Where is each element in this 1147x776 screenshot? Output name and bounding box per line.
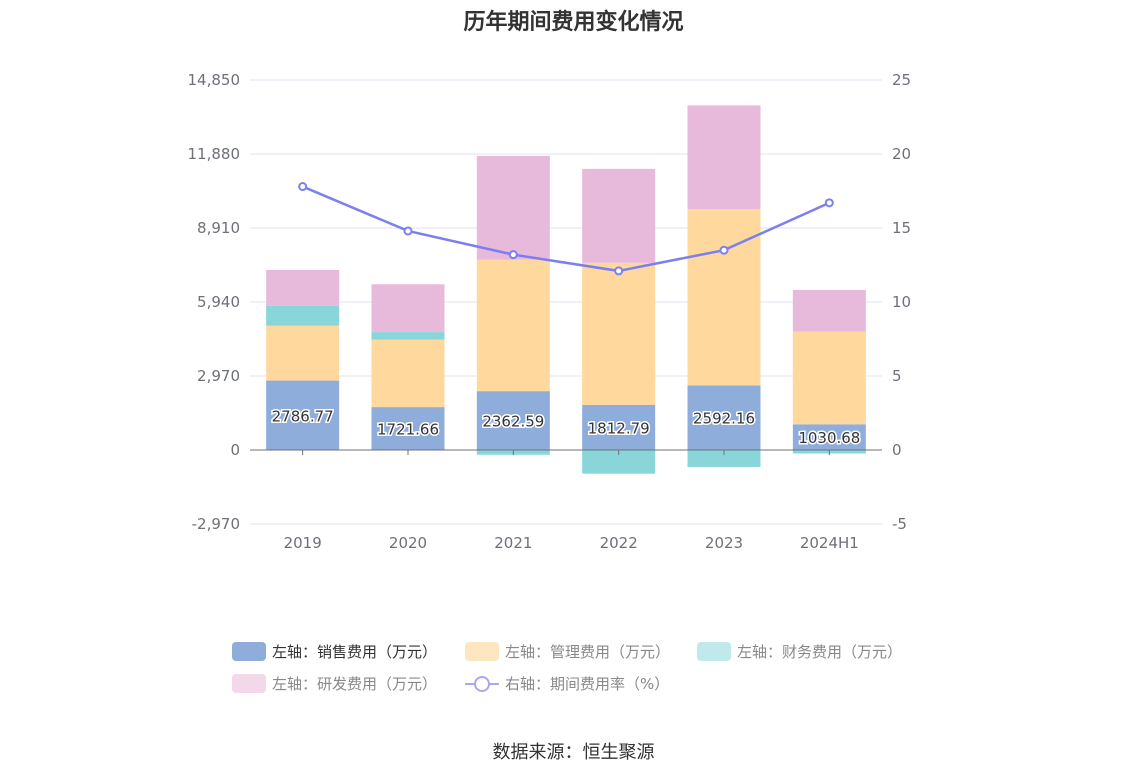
legend-swatch-sales [232,642,266,661]
source-note: 数据来源：恒生聚源 [492,742,655,763]
rate-point [614,266,624,276]
bar-segment [792,290,866,332]
left-tick-label: 2,970 [197,367,240,385]
rate-point [298,182,308,192]
bar-segment [266,305,340,326]
left-tick-label: 8,910 [197,219,240,237]
bar-data-label: 1812.79 [588,419,650,437]
right-tick-label: 5 [892,367,902,385]
bar-segment [266,380,340,450]
left-tick-label: 11,880 [188,145,241,163]
bar-segment [582,404,656,450]
bar-segment [582,168,656,263]
legend-label-finance: 左轴：财务费用（万元） [737,643,903,661]
bar-layer [266,105,866,474]
bar-segment [371,339,445,408]
legend-item-rd[interactable]: 左轴：研发费用（万元） [232,673,437,694]
grid-layer [250,79,882,525]
line-layer [298,182,834,276]
bar-segment [266,269,340,306]
legend-item-rate[interactable]: 右轴：期间费用率（%） [465,673,669,694]
x-category-label: 2024H1 [800,534,859,552]
bar-segment [687,105,761,210]
right-tick-label: 25 [892,71,911,89]
bar-segment [371,284,445,333]
bar-segment [792,331,866,425]
bar-data-label: 1030.68 [798,429,860,447]
x-category-label: 2022 [600,534,638,552]
rate-point [508,250,518,260]
rate-point [824,198,834,208]
x-category-label: 2021 [494,534,532,552]
left-tick-label: -2,970 [192,515,240,533]
bar-data-label: 2786.77 [272,407,334,425]
bar-segment [687,450,761,467]
rate-line [302,185,830,273]
legend-swatch-finance [697,642,731,661]
left-tick-label: 0 [230,441,240,459]
x-category-label: 2020 [389,534,427,552]
left-tick-label: 14,850 [188,71,241,89]
x-category-label: 2019 [284,534,322,552]
bar-segment [476,391,550,450]
bar-segment [476,259,550,392]
bar-segment [476,155,550,260]
bar-data-label: 2362.59 [482,413,544,431]
right-tick-label: -5 [892,515,907,533]
chart-title: 历年期间费用变化情况 [463,10,684,35]
axis-layer: 14,850 25 11,880 20 8,910 15 5,940 10 2,970 5 0 0 -2… [188,71,912,552]
legend-label-rate: 右轴：期间费用率（%） [505,675,670,693]
label-layer: 2786.77 1721.66 2362.59 1812.79 2592.16 1030.… [270,406,862,449]
right-tick-label: 0 [892,441,902,459]
legend-label-admin: 左轴：管理费用（万元） [505,643,671,661]
legend-item-finance[interactable]: 左轴：财务费用（万元） [697,641,902,662]
bar-segment [582,262,656,405]
bar-segment [371,332,445,340]
bar-segment [582,450,656,474]
bar-data-label: 1721.66 [377,421,439,439]
x-category-label: 2023 [705,534,743,552]
legend-swatch-rate [465,674,499,693]
legend-item-admin[interactable]: 左轴：管理费用（万元） [465,641,670,662]
legend-swatch-admin [465,642,499,661]
right-tick-label: 10 [892,293,911,311]
right-tick-label: 20 [892,145,911,163]
bar-segment [266,325,340,381]
rate-point [719,245,729,255]
bar-data-label: 2592.16 [693,410,755,428]
rate-point [403,226,413,236]
bar-segment [792,424,866,450]
left-tick-label: 5,940 [197,293,240,311]
right-tick-label: 15 [892,219,911,237]
bar-segment [687,385,761,450]
legend-label-rd: 左轴：研发费用（万元） [272,675,438,693]
bar-segment [371,407,445,450]
legend-item-sales[interactable]: 左轴：销售费用（万元） [232,641,437,662]
legend-label-sales: 左轴：销售费用（万元） [272,643,438,661]
legend-swatch-rd [232,674,266,693]
